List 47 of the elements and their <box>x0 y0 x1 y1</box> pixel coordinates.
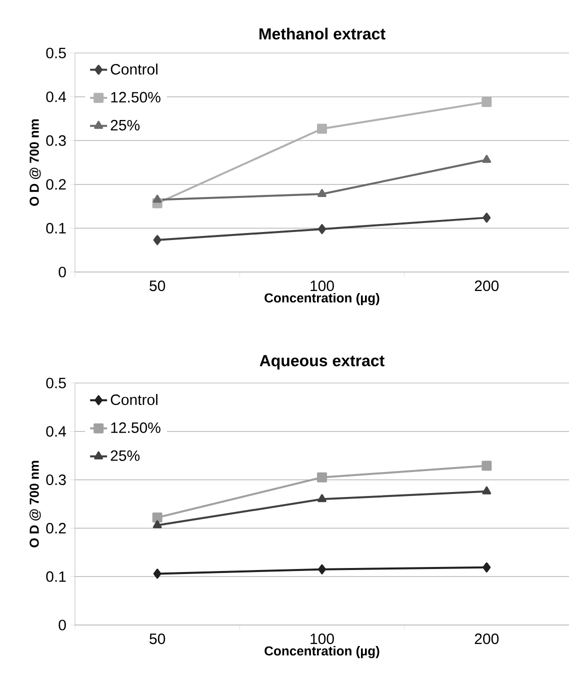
y-tick-label: 0.1 <box>46 222 66 234</box>
x-tick-label: 200 <box>474 280 498 292</box>
x-tick-label: 100 <box>310 280 334 292</box>
y-tick-label: 0.2 <box>46 522 66 534</box>
legend-label: Control <box>110 394 158 406</box>
y-axis-title: O D @ 700 nm <box>29 119 41 206</box>
point <box>482 212 491 223</box>
y-tick-label: 0.2 <box>46 179 66 190</box>
y-tick-label: 0.3 <box>46 135 66 146</box>
point <box>482 97 492 108</box>
point <box>482 154 491 163</box>
x-axis-title: Concentration (µg) <box>264 646 380 658</box>
legend-label: 25% <box>110 120 140 130</box>
point <box>482 460 492 471</box>
point <box>482 562 491 572</box>
x-tick-label: 50 <box>149 634 165 644</box>
legend-label: Control <box>110 64 158 75</box>
y-tick-label: 0.4 <box>46 426 66 437</box>
point <box>317 494 326 502</box>
x-axis-title: Concentration (µg) <box>264 292 380 306</box>
y-tick-label: 0.3 <box>46 474 66 486</box>
point <box>316 124 327 134</box>
y-tick-label: 0.5 <box>46 48 66 58</box>
y-tick-label: 0 <box>58 266 66 278</box>
chart-title: Methanol extract <box>259 28 386 40</box>
point <box>482 486 491 494</box>
x-tick-label: 100 <box>310 634 334 644</box>
point <box>318 224 326 234</box>
legend-label: 12.50% <box>111 92 160 103</box>
point <box>152 512 162 523</box>
legend-label: 25% <box>110 450 140 461</box>
x-tick-label: 50 <box>149 280 165 292</box>
point <box>318 564 326 574</box>
x-tick-label: 200 <box>474 634 498 644</box>
y-tick-label: 0.4 <box>46 91 66 102</box>
point <box>153 568 162 579</box>
point <box>152 194 162 203</box>
point <box>153 235 162 246</box>
point <box>152 520 162 528</box>
legend-label: 12.50% <box>111 422 160 433</box>
point <box>317 189 326 198</box>
y-tick-label: 0 <box>58 620 66 630</box>
y-tick-label: 0.1 <box>46 571 66 582</box>
chart-title: Aqueous extract <box>260 355 384 370</box>
y-axis-title: O D @ 700 nm <box>29 460 41 548</box>
y-tick-label: 0.5 <box>46 378 66 388</box>
point <box>316 472 327 482</box>
